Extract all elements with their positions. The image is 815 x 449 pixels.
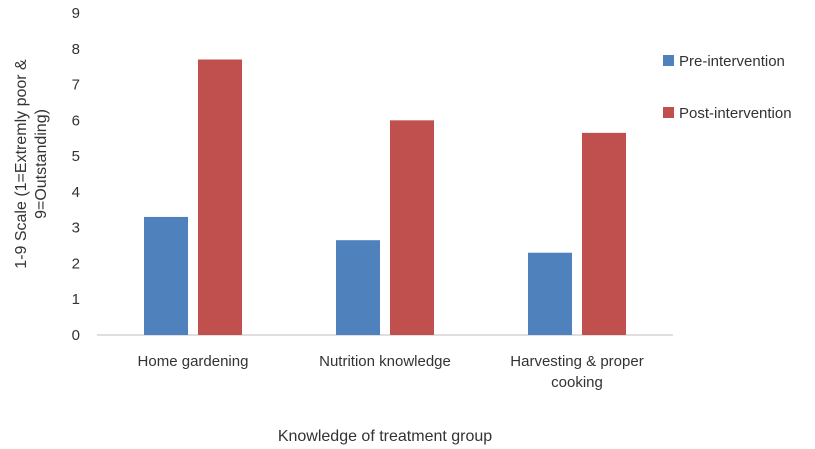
bar-pre-intervention	[336, 240, 380, 335]
x-tick-label: Nutrition knowledge	[319, 353, 451, 370]
y-tick-label: 8	[72, 41, 80, 58]
legend-label: Post-intervention	[679, 105, 792, 122]
legend-label: Pre-intervention	[679, 53, 785, 70]
y-tick-label: 4	[72, 184, 80, 201]
y-tick-label: 1	[72, 291, 80, 308]
x-tick-label: cooking	[551, 374, 603, 391]
y-tick-label: 0	[72, 327, 80, 344]
y-tick-labels: 0 1 2 3 4 5 6 7 8 9	[72, 5, 80, 344]
bars	[144, 59, 626, 336]
bar-post-intervention	[390, 120, 434, 335]
bar-pre-intervention	[144, 216, 188, 335]
bar-pre-intervention	[528, 252, 572, 335]
legend: Pre-intervention Post-intervention	[663, 53, 792, 122]
legend-swatch	[663, 107, 674, 118]
y-tick-label: 7	[72, 77, 80, 94]
y-axis-title: 1-9 Scale (1=Extremly poor & 9=Outstandin…	[13, 59, 50, 269]
x-axis-title: Knowledge of treatment group	[278, 428, 492, 445]
y-tick-label: 5	[72, 148, 80, 165]
legend-swatch	[663, 55, 674, 66]
x-tick-labels: Home gardening Nutrition knowledge Harvest…	[138, 353, 644, 391]
y-tick-label: 3	[72, 220, 80, 237]
y-tick-label: 9	[72, 5, 80, 22]
bar-post-intervention	[582, 132, 626, 335]
y-tick-label: 6	[72, 112, 80, 129]
y-axis-title-line: 9=Outstanding)	[33, 109, 50, 219]
y-axis-title-line: 1-9 Scale (1=Extremly poor &	[13, 59, 30, 269]
x-tick-label: Harvesting & proper	[510, 353, 643, 370]
bar-post-intervention	[198, 59, 242, 336]
y-tick-label: 2	[72, 255, 80, 272]
x-tick-label: Home gardening	[138, 353, 249, 370]
